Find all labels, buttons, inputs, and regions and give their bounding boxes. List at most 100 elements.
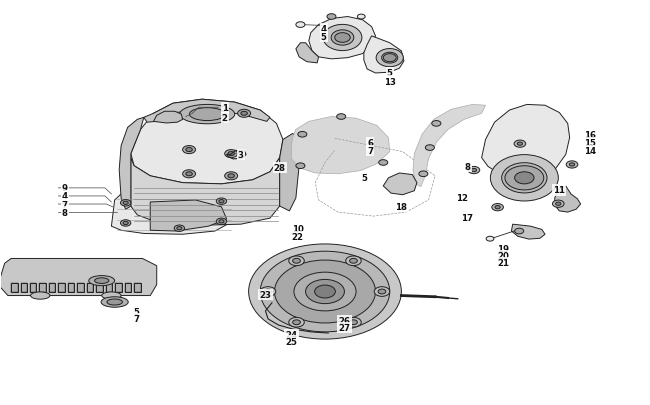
Polygon shape xyxy=(96,283,103,292)
Polygon shape xyxy=(554,186,580,213)
Text: 2: 2 xyxy=(222,113,227,123)
Text: 12: 12 xyxy=(456,194,468,203)
Circle shape xyxy=(505,166,544,190)
Polygon shape xyxy=(131,158,280,226)
Polygon shape xyxy=(115,283,122,292)
Ellipse shape xyxy=(31,292,50,299)
Polygon shape xyxy=(153,112,183,124)
Polygon shape xyxy=(296,44,318,64)
Polygon shape xyxy=(150,200,227,232)
Polygon shape xyxy=(49,283,55,292)
Circle shape xyxy=(495,206,500,209)
Circle shape xyxy=(298,132,307,138)
Text: 10: 10 xyxy=(292,224,304,233)
Text: 19: 19 xyxy=(497,244,509,253)
Circle shape xyxy=(492,204,504,211)
Ellipse shape xyxy=(323,26,362,51)
Polygon shape xyxy=(40,283,46,292)
Polygon shape xyxy=(21,283,27,292)
Ellipse shape xyxy=(331,31,354,46)
Circle shape xyxy=(123,222,128,225)
Polygon shape xyxy=(512,225,545,239)
Circle shape xyxy=(566,162,578,168)
Text: 4: 4 xyxy=(320,25,327,34)
Circle shape xyxy=(515,229,524,234)
Circle shape xyxy=(183,146,196,154)
Polygon shape xyxy=(364,37,404,74)
Circle shape xyxy=(515,173,534,184)
Text: 24: 24 xyxy=(285,330,298,339)
Text: 16: 16 xyxy=(584,130,596,139)
Circle shape xyxy=(260,287,276,296)
Text: 20: 20 xyxy=(497,251,509,260)
Circle shape xyxy=(556,202,561,206)
Ellipse shape xyxy=(101,292,121,299)
Circle shape xyxy=(358,15,365,20)
Polygon shape xyxy=(309,17,376,60)
Circle shape xyxy=(296,23,305,28)
Text: 23: 23 xyxy=(259,290,272,300)
Circle shape xyxy=(432,121,441,127)
Circle shape xyxy=(225,173,238,180)
Circle shape xyxy=(292,259,300,264)
Text: 22: 22 xyxy=(292,232,304,241)
Circle shape xyxy=(186,148,192,152)
Circle shape xyxy=(486,237,494,241)
Circle shape xyxy=(350,259,358,264)
Text: 7: 7 xyxy=(133,315,139,324)
Circle shape xyxy=(517,143,523,146)
Text: 21: 21 xyxy=(497,258,509,267)
Text: 26: 26 xyxy=(339,317,350,326)
Circle shape xyxy=(289,256,304,266)
Text: 8: 8 xyxy=(464,163,471,172)
Polygon shape xyxy=(144,100,270,123)
Ellipse shape xyxy=(179,105,235,124)
Circle shape xyxy=(327,15,336,20)
Circle shape xyxy=(174,226,185,232)
Circle shape xyxy=(120,200,131,207)
Text: 5: 5 xyxy=(320,33,327,42)
Ellipse shape xyxy=(376,49,403,68)
Circle shape xyxy=(120,220,131,227)
Circle shape xyxy=(337,114,346,120)
Circle shape xyxy=(289,318,304,327)
Text: 8: 8 xyxy=(62,208,68,217)
Polygon shape xyxy=(11,283,18,292)
Circle shape xyxy=(471,169,476,172)
Circle shape xyxy=(384,55,396,62)
Polygon shape xyxy=(125,283,131,292)
Ellipse shape xyxy=(95,278,109,284)
Text: 6: 6 xyxy=(367,139,373,147)
Circle shape xyxy=(260,252,390,332)
Circle shape xyxy=(374,287,390,296)
Circle shape xyxy=(216,219,227,225)
Circle shape xyxy=(335,34,350,43)
Polygon shape xyxy=(134,283,140,292)
Text: 13: 13 xyxy=(384,77,396,86)
Circle shape xyxy=(274,260,376,323)
Ellipse shape xyxy=(101,297,128,307)
Circle shape xyxy=(219,200,224,203)
Text: 1: 1 xyxy=(222,104,227,113)
Text: 7: 7 xyxy=(367,147,373,156)
Polygon shape xyxy=(384,173,417,195)
Text: 9: 9 xyxy=(62,184,68,193)
Text: 25: 25 xyxy=(285,337,297,346)
Text: 4: 4 xyxy=(62,192,68,201)
Text: 18: 18 xyxy=(395,202,408,211)
Polygon shape xyxy=(111,183,235,234)
Circle shape xyxy=(552,200,564,208)
Polygon shape xyxy=(30,283,36,292)
Circle shape xyxy=(225,150,238,158)
Ellipse shape xyxy=(502,163,547,194)
Polygon shape xyxy=(131,100,283,184)
Polygon shape xyxy=(68,283,74,292)
Circle shape xyxy=(238,110,250,118)
Circle shape xyxy=(306,280,345,304)
Circle shape xyxy=(419,172,428,177)
Circle shape xyxy=(241,112,248,116)
Polygon shape xyxy=(413,105,486,187)
Circle shape xyxy=(216,198,227,205)
Circle shape xyxy=(569,164,575,167)
Circle shape xyxy=(378,290,386,294)
